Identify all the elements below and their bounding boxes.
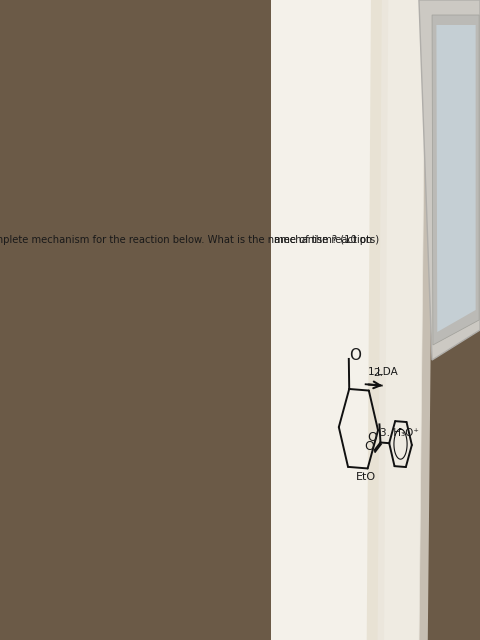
Text: 3. H₃O⁺: 3. H₃O⁺ xyxy=(380,428,419,438)
Text: 2.: 2. xyxy=(373,368,384,378)
Polygon shape xyxy=(432,15,479,345)
Text: O: O xyxy=(368,431,378,444)
Polygon shape xyxy=(367,0,388,640)
Polygon shape xyxy=(436,25,476,332)
Text: 4.  Give the complete mechanism for the reaction below. What is the name of the : 4. Give the complete mechanism for the r… xyxy=(0,235,372,244)
Polygon shape xyxy=(378,0,434,640)
Text: mechanism? (10 pts): mechanism? (10 pts) xyxy=(274,236,379,245)
Text: 1.LDA: 1.LDA xyxy=(368,367,399,378)
Text: O: O xyxy=(364,440,374,453)
Polygon shape xyxy=(262,0,425,640)
Text: EtO: EtO xyxy=(356,472,375,482)
Polygon shape xyxy=(419,0,480,360)
Text: O: O xyxy=(349,348,361,364)
